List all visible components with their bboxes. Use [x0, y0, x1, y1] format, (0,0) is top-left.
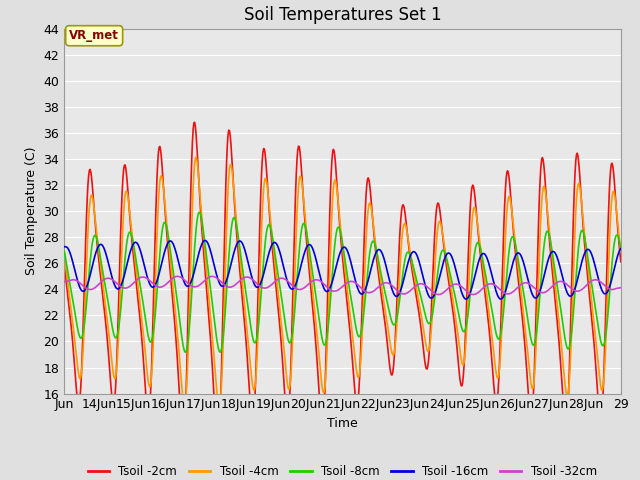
- Tsoil -8cm: [60, 248, 68, 253]
- Tsoil -32cm: [228, 284, 236, 289]
- Tsoil -8cm: [401, 256, 409, 262]
- Tsoil -8cm: [181, 349, 189, 355]
- Tsoil -8cm: [617, 244, 625, 250]
- Tsoil -16cm: [60, 244, 68, 250]
- Tsoil -32cm: [432, 291, 440, 297]
- Tsoil -2cm: [257, 192, 264, 197]
- Line: Tsoil -8cm: Tsoil -8cm: [64, 212, 621, 352]
- Tsoil -8cm: [433, 281, 440, 287]
- Tsoil -16cm: [617, 246, 625, 252]
- Tsoil -16cm: [228, 255, 236, 261]
- Line: Tsoil -16cm: Tsoil -16cm: [64, 240, 621, 299]
- Line: Tsoil -32cm: Tsoil -32cm: [64, 276, 621, 295]
- Tsoil -4cm: [60, 249, 68, 255]
- Tsoil -32cm: [208, 274, 216, 279]
- Tsoil -16cm: [256, 282, 264, 288]
- Tsoil -32cm: [60, 279, 68, 285]
- Tsoil -2cm: [125, 207, 133, 213]
- Tsoil -4cm: [401, 221, 409, 227]
- Line: Tsoil -4cm: Tsoil -4cm: [64, 157, 621, 407]
- Tsoil -32cm: [256, 284, 264, 289]
- Tsoil -4cm: [192, 154, 200, 160]
- Tsoil -8cm: [278, 296, 285, 302]
- Text: VR_met: VR_met: [69, 29, 119, 42]
- Tsoil -32cm: [617, 285, 625, 290]
- Tsoil -16cm: [462, 296, 470, 302]
- Tsoil -8cm: [195, 209, 203, 215]
- Tsoil -2cm: [191, 120, 198, 125]
- Tsoil -16cm: [201, 238, 209, 243]
- Tsoil -32cm: [435, 292, 442, 298]
- Y-axis label: Soil Temperature (C): Soil Temperature (C): [25, 147, 38, 276]
- Tsoil -4cm: [229, 179, 237, 184]
- Tsoil -4cm: [125, 205, 133, 211]
- Legend: Tsoil -2cm, Tsoil -4cm, Tsoil -8cm, Tsoil -16cm, Tsoil -32cm: Tsoil -2cm, Tsoil -4cm, Tsoil -8cm, Tsoi…: [83, 460, 602, 480]
- Tsoil -4cm: [617, 249, 625, 255]
- Tsoil -2cm: [433, 207, 440, 213]
- Tsoil -8cm: [229, 216, 237, 221]
- Tsoil -2cm: [214, 440, 221, 445]
- Tsoil -8cm: [125, 229, 133, 235]
- X-axis label: Time: Time: [327, 417, 358, 430]
- Tsoil -4cm: [257, 250, 264, 256]
- Title: Soil Temperatures Set 1: Soil Temperatures Set 1: [244, 6, 441, 24]
- Tsoil -2cm: [617, 259, 625, 264]
- Tsoil -32cm: [401, 291, 408, 297]
- Tsoil -16cm: [125, 252, 133, 258]
- Tsoil -8cm: [257, 296, 264, 302]
- Tsoil -16cm: [277, 254, 285, 260]
- Tsoil -2cm: [278, 348, 285, 354]
- Tsoil -32cm: [277, 276, 285, 281]
- Tsoil -2cm: [60, 259, 68, 264]
- Tsoil -4cm: [216, 404, 223, 410]
- Tsoil -16cm: [401, 274, 408, 279]
- Tsoil -2cm: [229, 177, 237, 183]
- Tsoil -16cm: [432, 288, 440, 294]
- Tsoil -4cm: [433, 240, 440, 245]
- Tsoil -32cm: [125, 284, 133, 289]
- Tsoil -2cm: [401, 212, 409, 217]
- Line: Tsoil -2cm: Tsoil -2cm: [64, 122, 621, 443]
- Tsoil -4cm: [278, 324, 285, 330]
